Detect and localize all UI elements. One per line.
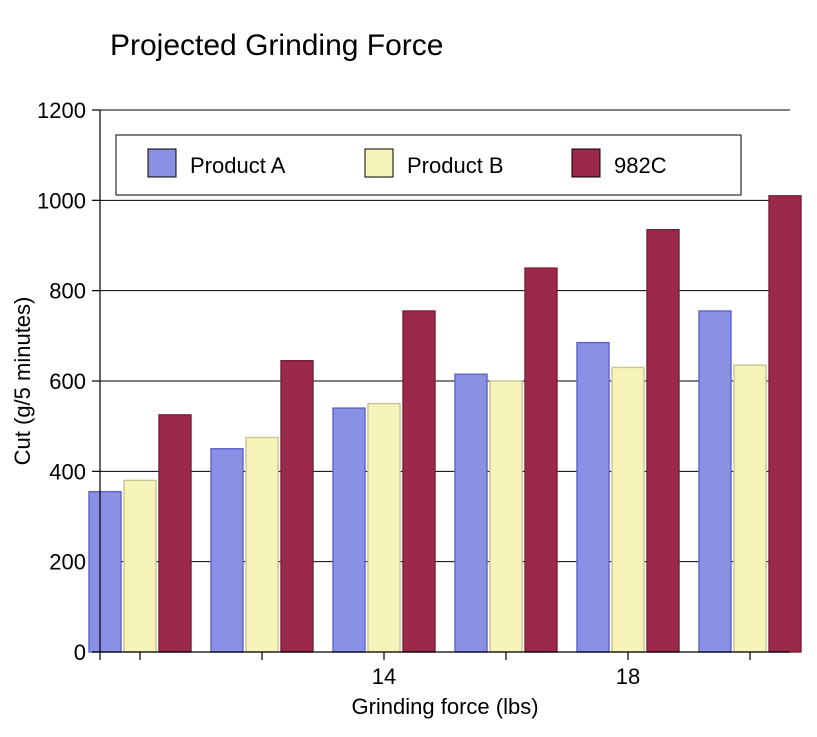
legend-swatch [572,149,600,177]
bar [246,437,278,652]
chart-container: Projected Grinding Force 0 200 400 600 800 100… [0,0,817,737]
bar [490,381,522,652]
bar [403,311,435,652]
bar [577,343,609,652]
x-tick-label: 14 [372,664,396,689]
legend-label: Product A [190,153,286,178]
bar [368,404,400,652]
bar [769,196,801,652]
bar [699,311,731,652]
bar [455,374,487,652]
chart-title: Projected Grinding Force [110,29,444,62]
x-axis-label: Grinding force (lbs) [351,694,538,719]
y-tick-label: 600 [49,369,86,394]
grinding-force-bar-chart: Projected Grinding Force 0 200 400 600 800 100… [0,0,817,737]
bar [647,230,679,652]
x-tick-label: 18 [616,664,640,689]
bar [734,365,766,652]
y-tick-label: 400 [49,459,86,484]
bar [124,480,156,652]
bar [159,415,191,652]
y-axis-label: Cut (g/5 minutes) [10,297,35,466]
y-tick-label: 1000 [37,188,86,213]
bar [525,268,557,652]
bar [612,367,644,652]
y-tick-label: 800 [49,279,86,304]
legend-swatch [365,149,393,177]
legend-swatch [148,149,176,177]
y-tick-label: 1200 [37,98,86,123]
bar [281,361,313,652]
bar [89,492,121,652]
legend-label: 982C [614,153,667,178]
y-tick-label: 200 [49,550,86,575]
bar [211,449,243,652]
bar [333,408,365,652]
legend-label: Product B [407,153,504,178]
y-tick-label: 0 [74,640,86,665]
